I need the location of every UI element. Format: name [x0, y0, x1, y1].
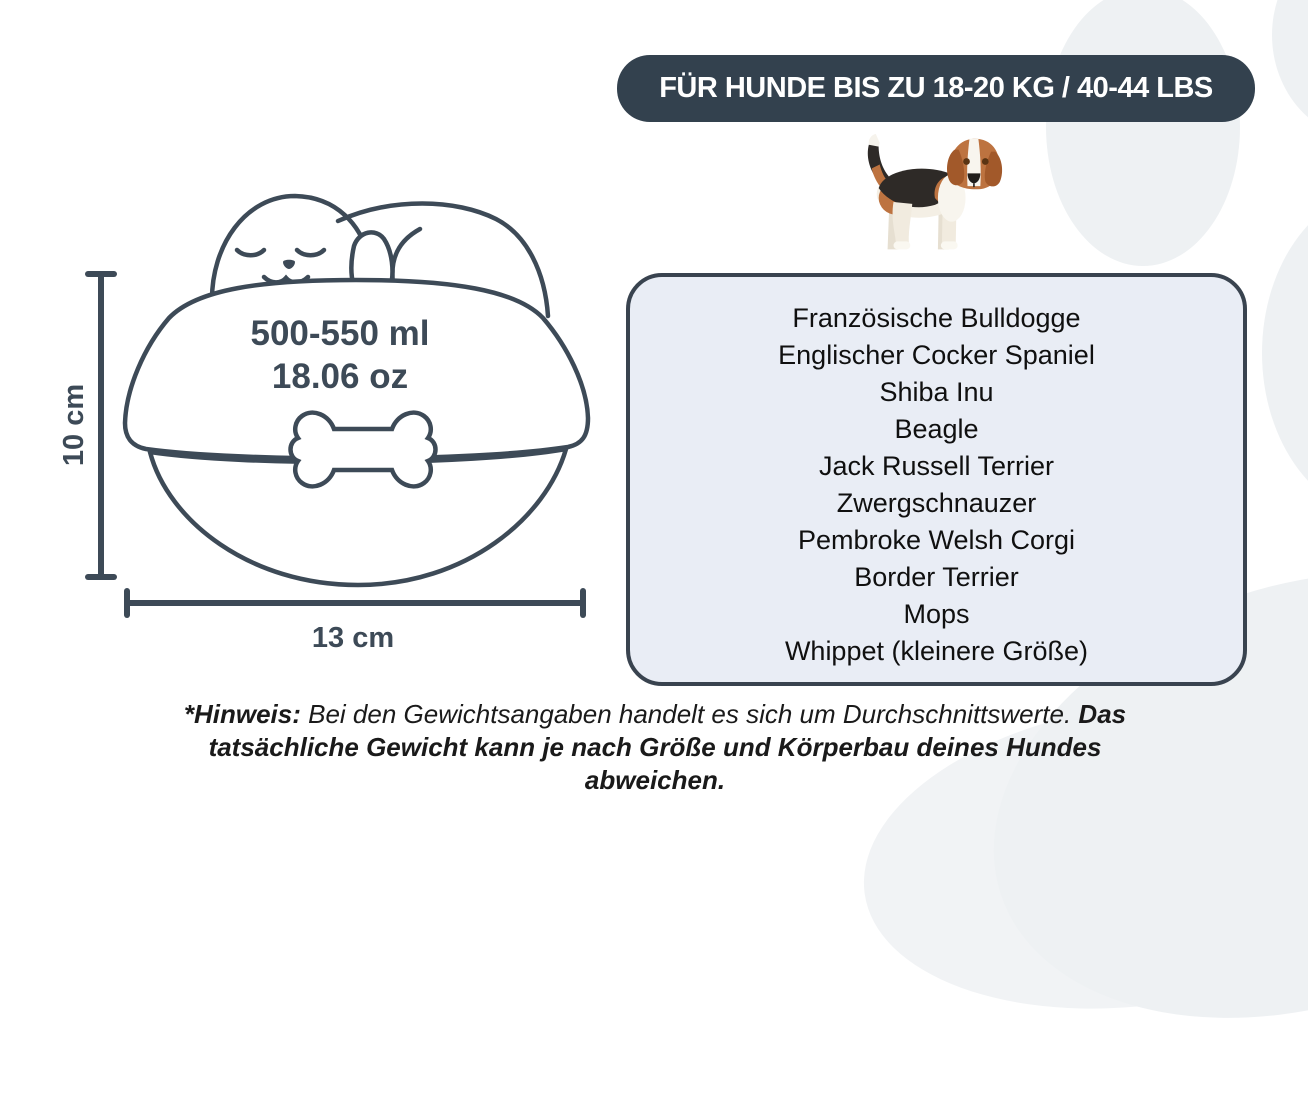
breed-item: Whippet (kleinere Größe): [784, 636, 1089, 666]
breeds-box: Französische Bulldogge Englischer Cocker…: [626, 273, 1247, 686]
page-background: { "banner": { "label": "FÜR HUNDE BIS ZU…: [58, 0, 1308, 1094]
breed-item: Englischer Cocker Spaniel: [778, 340, 1095, 370]
size-banner-label: FÜR HUNDE BIS ZU 18-20 KG / 40-44 LBS: [659, 72, 1213, 104]
footnote-lead: *Hinweis:: [183, 699, 301, 729]
size-banner: FÜR HUNDE BIS ZU 18-20 KG / 40-44 LBS: [617, 55, 1255, 122]
width-label: 13 cm: [311, 622, 395, 654]
bone-icon: [288, 410, 438, 489]
beagle-icon: [867, 133, 1003, 250]
paw-toe-shape: [1046, 0, 1240, 266]
footnote-text: *Hinweis: Bei den Gewichtsangaben handel…: [174, 698, 1136, 797]
footnote-body: Bei den Gewichtsangaben handelt es sich …: [300, 699, 1079, 729]
volume-oz-label: 18.06 oz: [271, 357, 409, 396]
width-dimension-line: [124, 588, 586, 618]
breed-item: Jack Russell Terrier: [818, 451, 1055, 481]
height-dimension-line: [85, 271, 117, 580]
paw-toe-shape: [1262, 188, 1308, 518]
breed-item: Pembroke Welsh Corgi: [797, 525, 1076, 555]
bowl-outline: [122, 277, 591, 588]
breed-item: Shiba Inu: [879, 377, 994, 407]
breed-item: Zwergschnauzer: [836, 488, 1037, 518]
breed-item: Beagle: [894, 414, 979, 444]
volume-labels: 500-550 ml 18.06 oz: [130, 312, 550, 398]
breed-item: Französische Bulldogge: [792, 303, 1081, 333]
breed-item: Mops: [903, 599, 970, 629]
height-label: 10 cm: [58, 383, 90, 467]
breed-item: Border Terrier: [854, 562, 1019, 592]
paw-toe-shape: [1272, 0, 1308, 140]
product-illustration: [85, 193, 591, 618]
volume-ml-label: 500-550 ml: [250, 314, 430, 353]
